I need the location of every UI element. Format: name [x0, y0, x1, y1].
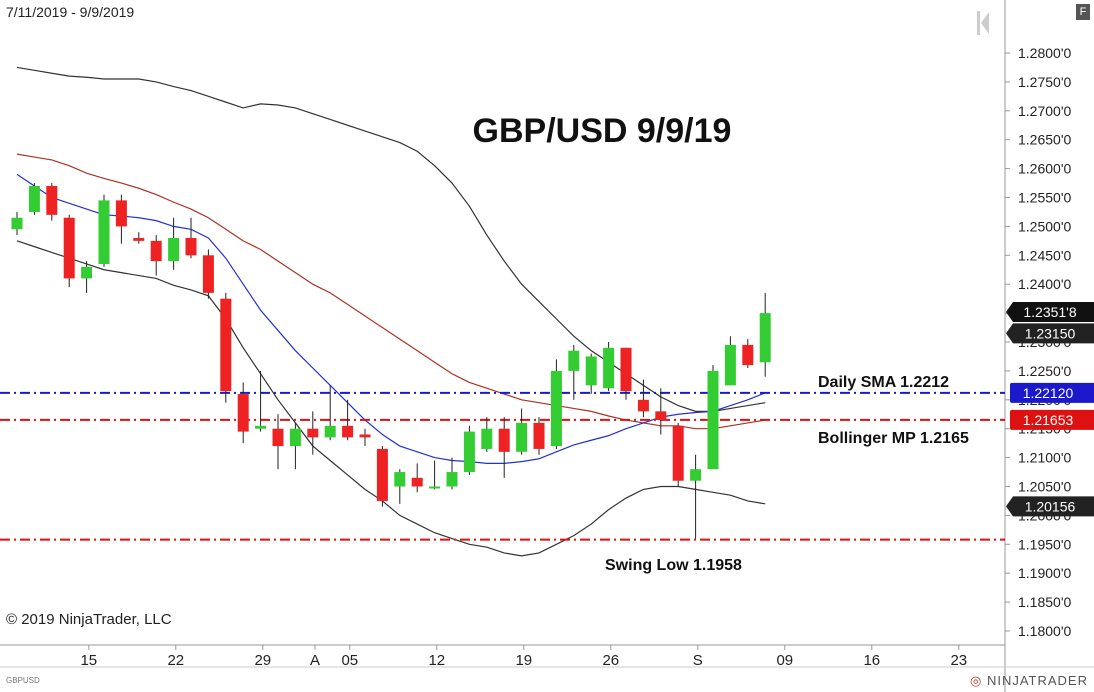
y-tick-label: 1.2100'0: [1018, 450, 1071, 466]
candle-body: [759, 313, 771, 363]
candle-body: [272, 428, 284, 447]
x-tick-label: 12: [428, 652, 445, 669]
price-marker-label: 1.2351'8: [1023, 304, 1076, 320]
instrument-label: GBPUSD: [6, 676, 40, 685]
candle-body: [568, 350, 580, 371]
sma-line: [16, 173, 766, 464]
candle-body: [742, 344, 754, 366]
candle-body: [81, 266, 93, 279]
candle-body: [185, 237, 197, 256]
format-button[interactable]: F: [1076, 4, 1090, 20]
candle-body: [603, 347, 615, 389]
level-annotation: Bollinger MP 1.2165: [818, 430, 969, 447]
x-tick-label: 29: [254, 652, 271, 669]
candle-body: [150, 240, 162, 262]
candle-body: [463, 431, 475, 473]
y-tick-label: 1.1900'0: [1018, 565, 1071, 581]
level-price-label: 1.21653: [1023, 412, 1074, 428]
price-marker: [1006, 323, 1094, 344]
x-tick-label: 19: [515, 652, 532, 669]
candle-body: [620, 347, 632, 392]
candle-body: [255, 425, 267, 429]
y-tick-label: 1.2550'0: [1018, 190, 1071, 206]
y-tick-label: 1.2700'0: [1018, 103, 1071, 119]
x-tick-label: 22: [167, 652, 184, 669]
candle-body: [655, 411, 667, 421]
candle-body: [376, 448, 388, 501]
y-tick-label: 1.2400'0: [1018, 276, 1071, 292]
candle-body: [585, 356, 597, 386]
candle-body: [533, 422, 545, 449]
collapse-panel-icon[interactable]: [976, 10, 990, 36]
y-tick-label: 1.1950'0: [1018, 536, 1071, 552]
y-tick-label: 1.2500'0: [1018, 218, 1071, 234]
candle-body: [724, 344, 736, 386]
y-tick-label: 1.1800'0: [1018, 623, 1071, 639]
candle-body: [516, 422, 528, 452]
candle-body: [672, 425, 684, 481]
candle-body: [220, 298, 232, 392]
y-tick-label: 1.2600'0: [1018, 161, 1071, 177]
candle-body: [342, 425, 354, 438]
candle-body: [359, 434, 371, 438]
y-tick-label: 1.2750'0: [1018, 74, 1071, 90]
brand-text: NINJATRADER: [986, 673, 1088, 688]
candle-body: [690, 469, 702, 481]
candle-body: [133, 237, 145, 241]
price-marker-label: 1.20156: [1025, 498, 1076, 514]
candle-body: [324, 425, 336, 438]
x-tick-label: A: [310, 652, 320, 669]
candle-body: [429, 486, 441, 489]
bollinger-upper-line: [16, 66, 766, 412]
candle-body: [237, 394, 249, 432]
candle-body: [63, 217, 75, 279]
price-marker: [1006, 496, 1094, 517]
level-annotation: Daily SMA 1.2212: [818, 374, 949, 391]
x-tick-label: 05: [341, 652, 358, 669]
candle-body: [115, 200, 127, 227]
y-tick-label: 1.2450'0: [1018, 247, 1071, 263]
candle-body: [637, 399, 649, 412]
candle-body: [11, 217, 23, 230]
x-tick-label: 23: [950, 652, 967, 669]
level-price-marker: [1010, 382, 1094, 403]
candle-body: [98, 200, 110, 264]
price-marker: [1006, 302, 1094, 323]
candle-body: [411, 477, 423, 487]
y-tick-label: 1.1850'0: [1018, 594, 1071, 610]
candle-body: [168, 237, 180, 262]
date-range: 7/11/2019 - 9/9/2019: [6, 4, 135, 20]
y-tick-label: 1.2250'0: [1018, 363, 1071, 379]
chart-title: GBP/USD 9/9/19: [473, 112, 732, 150]
x-tick-label: 26: [602, 652, 619, 669]
candle-body: [550, 370, 562, 447]
ninjatrader-logo: ◎ NINJATRADER: [969, 673, 1088, 688]
candle-body: [307, 428, 319, 438]
bollinger-lower-line: [16, 240, 766, 557]
x-tick-label: 15: [80, 652, 97, 669]
y-tick-label: 1.2050'0: [1018, 479, 1071, 495]
level-annotation: Swing Low 1.1958: [605, 557, 742, 574]
x-tick-label: 09: [776, 652, 793, 669]
copyright: © 2019 NinjaTrader, LLC: [6, 611, 172, 628]
level-price-marker: [1010, 409, 1094, 430]
x-tick-label: S: [693, 652, 703, 669]
candle-body: [46, 185, 58, 215]
x-tick-label: 16: [863, 652, 880, 669]
candle-body: [394, 472, 406, 487]
bollinger-middle-line: [16, 153, 766, 430]
y-tick-label: 1.2800'0: [1018, 45, 1071, 61]
candle-body: [202, 255, 214, 293]
price-marker-label: 1.23150: [1025, 325, 1076, 341]
level-price-label: 1.22120: [1023, 385, 1074, 401]
candle-body: [289, 428, 301, 447]
candle-body: [707, 370, 719, 470]
candle-body: [446, 472, 458, 487]
y-tick-label: 1.2650'0: [1018, 132, 1071, 148]
candle-body: [28, 185, 40, 212]
candle-body: [481, 428, 493, 449]
candle-body: [498, 428, 510, 452]
